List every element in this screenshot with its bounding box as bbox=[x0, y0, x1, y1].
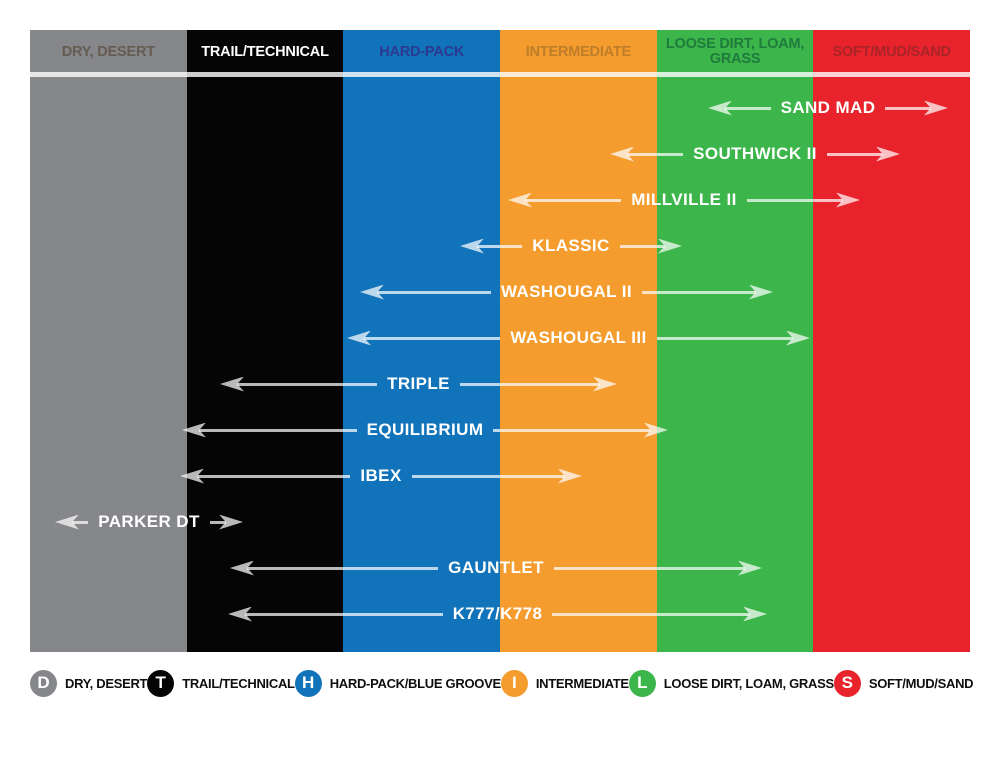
tire-name-label: GAUNTLET bbox=[448, 558, 544, 577]
tire-range-row: PARKER DT bbox=[55, 511, 244, 533]
tire-name-label: MILLVILLE II bbox=[631, 190, 737, 209]
tire-name-label: SOUTHWICK II bbox=[693, 144, 817, 163]
tire-rows-layer: SAND MAD SOUTHWICK II MILLVILLE II KLASS… bbox=[30, 30, 970, 652]
terrain-letter: L bbox=[637, 673, 648, 692]
tire-range-row: KLASSIC bbox=[460, 235, 683, 257]
terrain-letter-badge: D bbox=[30, 669, 57, 697]
column-header-soft-mud-sand: SOFT/MUD/SAND bbox=[832, 43, 951, 60]
tire-range-row: WASHOUGAL III bbox=[347, 327, 811, 349]
arrow-shaft-right bbox=[746, 198, 843, 202]
arrow-shaft-right bbox=[553, 566, 745, 570]
tire-name-label: WASHOUGAL III bbox=[510, 328, 647, 347]
legend-item: S SOFT/MUD/SAND bbox=[833, 669, 974, 697]
column-soft-mud-sand: SOFT/MUD/SAND bbox=[813, 30, 971, 652]
tire-name-label: EQUILIBRIUM bbox=[366, 420, 484, 439]
arrow-shaft-right bbox=[411, 474, 565, 478]
arrow-shaft-left bbox=[197, 474, 351, 478]
arrow-shaft-right bbox=[209, 520, 227, 524]
column-header-intermediate: INTERMEDIATE bbox=[525, 43, 631, 60]
tire-name-label: IBEX bbox=[360, 466, 402, 485]
arrow-shaft-right bbox=[459, 382, 601, 386]
terrain-legend: D DRY, DESERT T TRAIL/TECHNICAL H HARD-P… bbox=[30, 666, 974, 700]
arrow-shaft-left bbox=[237, 382, 378, 386]
arrow-shaft-left bbox=[245, 612, 443, 616]
tire-range-row: IBEX bbox=[180, 465, 582, 487]
tire-range-row: MILLVILLE II bbox=[508, 189, 860, 211]
arrow-shaft-left bbox=[477, 244, 523, 248]
arrow-shaft-left bbox=[199, 428, 357, 432]
terrain-label: LOOSE DIRT, LOAM, GRASS bbox=[663, 675, 834, 691]
tire-name-label: SAND MAD bbox=[780, 98, 876, 117]
tire-name-label: PARKER DT bbox=[98, 512, 200, 531]
column-trail-technical: TRAIL/TECHNICAL bbox=[186, 30, 344, 652]
column-header-loose-dirt-loam-grass: LOOSE DIRT, LOAM, GRASS bbox=[665, 36, 805, 67]
tire-range-row: SOUTHWICK II bbox=[610, 143, 901, 165]
terrain-letter: I bbox=[511, 673, 517, 692]
column-hard-pack: HARD-PACK bbox=[343, 30, 501, 652]
legend-item: L LOOSE DIRT, LOAM, GRASS bbox=[628, 669, 834, 697]
terrain-columns: DRY, DESERT TRAIL/TECHNICAL HARD-PACK IN… bbox=[30, 30, 971, 652]
legend-item: T TRAIL/TECHNICAL bbox=[147, 669, 295, 697]
tire-name-label: KLASSIC bbox=[532, 236, 610, 255]
column-intermediate: INTERMEDIATE bbox=[500, 30, 657, 652]
tire-name-label: TRIPLE bbox=[387, 374, 450, 393]
legend-item: I INTERMEDIATE bbox=[500, 669, 629, 697]
terrain-letter-badge: I bbox=[500, 669, 528, 697]
arrow-shaft-left bbox=[377, 290, 491, 294]
arrow-shaft-left bbox=[725, 106, 771, 110]
tire-range-row: GAUNTLET bbox=[230, 557, 762, 579]
column-loose-dirt-loam-grass: LOOSE DIRT, LOAM, GRASS bbox=[656, 30, 814, 652]
tire-range-row: TRIPLE bbox=[220, 373, 618, 395]
terrain-letter-badge: S bbox=[833, 669, 861, 697]
terrain-letter: H bbox=[302, 673, 315, 692]
column-header-hard-pack: HARD-PACK bbox=[379, 43, 465, 60]
terrain-letter-badge: H bbox=[294, 669, 322, 697]
arrow-shaft-right bbox=[826, 152, 884, 156]
tire-range-row: K777/K778 bbox=[228, 603, 768, 625]
arrow-shaft-right bbox=[642, 290, 757, 294]
arrow-shaft-left bbox=[364, 336, 501, 340]
arrow-shaft-right bbox=[885, 106, 931, 110]
tire-name-label: K777/K778 bbox=[452, 604, 543, 623]
arrow-shaft-left bbox=[525, 198, 622, 202]
terrain-label: HARD-PACK/BLUE GROOVE bbox=[329, 675, 501, 691]
header-separator-line bbox=[30, 72, 970, 77]
arrow-shaft-right bbox=[619, 244, 666, 248]
column-header-trail-technical: TRAIL/TECHNICAL bbox=[201, 43, 329, 60]
tire-range-row: SAND MAD bbox=[708, 97, 948, 119]
arrow-shaft-right bbox=[493, 428, 652, 432]
terrain-letter: T bbox=[155, 673, 166, 692]
arrow-shaft-right bbox=[656, 336, 794, 340]
legend-item: D DRY, DESERT bbox=[30, 669, 148, 697]
tire-range-row: WASHOUGAL II bbox=[360, 281, 774, 303]
terrain-letter: S bbox=[841, 673, 853, 692]
terrain-label: INTERMEDIATE bbox=[535, 675, 629, 691]
column-header-dry-desert: DRY, DESERT bbox=[61, 43, 155, 60]
arrow-shaft-left bbox=[627, 152, 684, 156]
terrain-letter: D bbox=[37, 673, 50, 692]
terrain-label: TRAIL/TECHNICAL bbox=[182, 675, 295, 691]
terrain-letter-badge: L bbox=[628, 669, 656, 697]
arrow-shaft-right bbox=[552, 612, 751, 616]
arrow-shaft-left bbox=[72, 520, 89, 524]
terrain-label: SOFT/MUD/SAND bbox=[868, 675, 974, 691]
terrain-letter-badge: T bbox=[147, 669, 175, 697]
legend-item: H HARD-PACK/BLUE GROOVE bbox=[294, 669, 501, 697]
tire-range-row: EQUILIBRIUM bbox=[182, 419, 669, 441]
terrain-label: DRY, DESERT bbox=[65, 675, 148, 691]
column-dry-desert: DRY, DESERT bbox=[30, 30, 187, 652]
tire-name-label: WASHOUGAL II bbox=[500, 282, 633, 301]
arrow-shaft-left bbox=[247, 566, 439, 570]
